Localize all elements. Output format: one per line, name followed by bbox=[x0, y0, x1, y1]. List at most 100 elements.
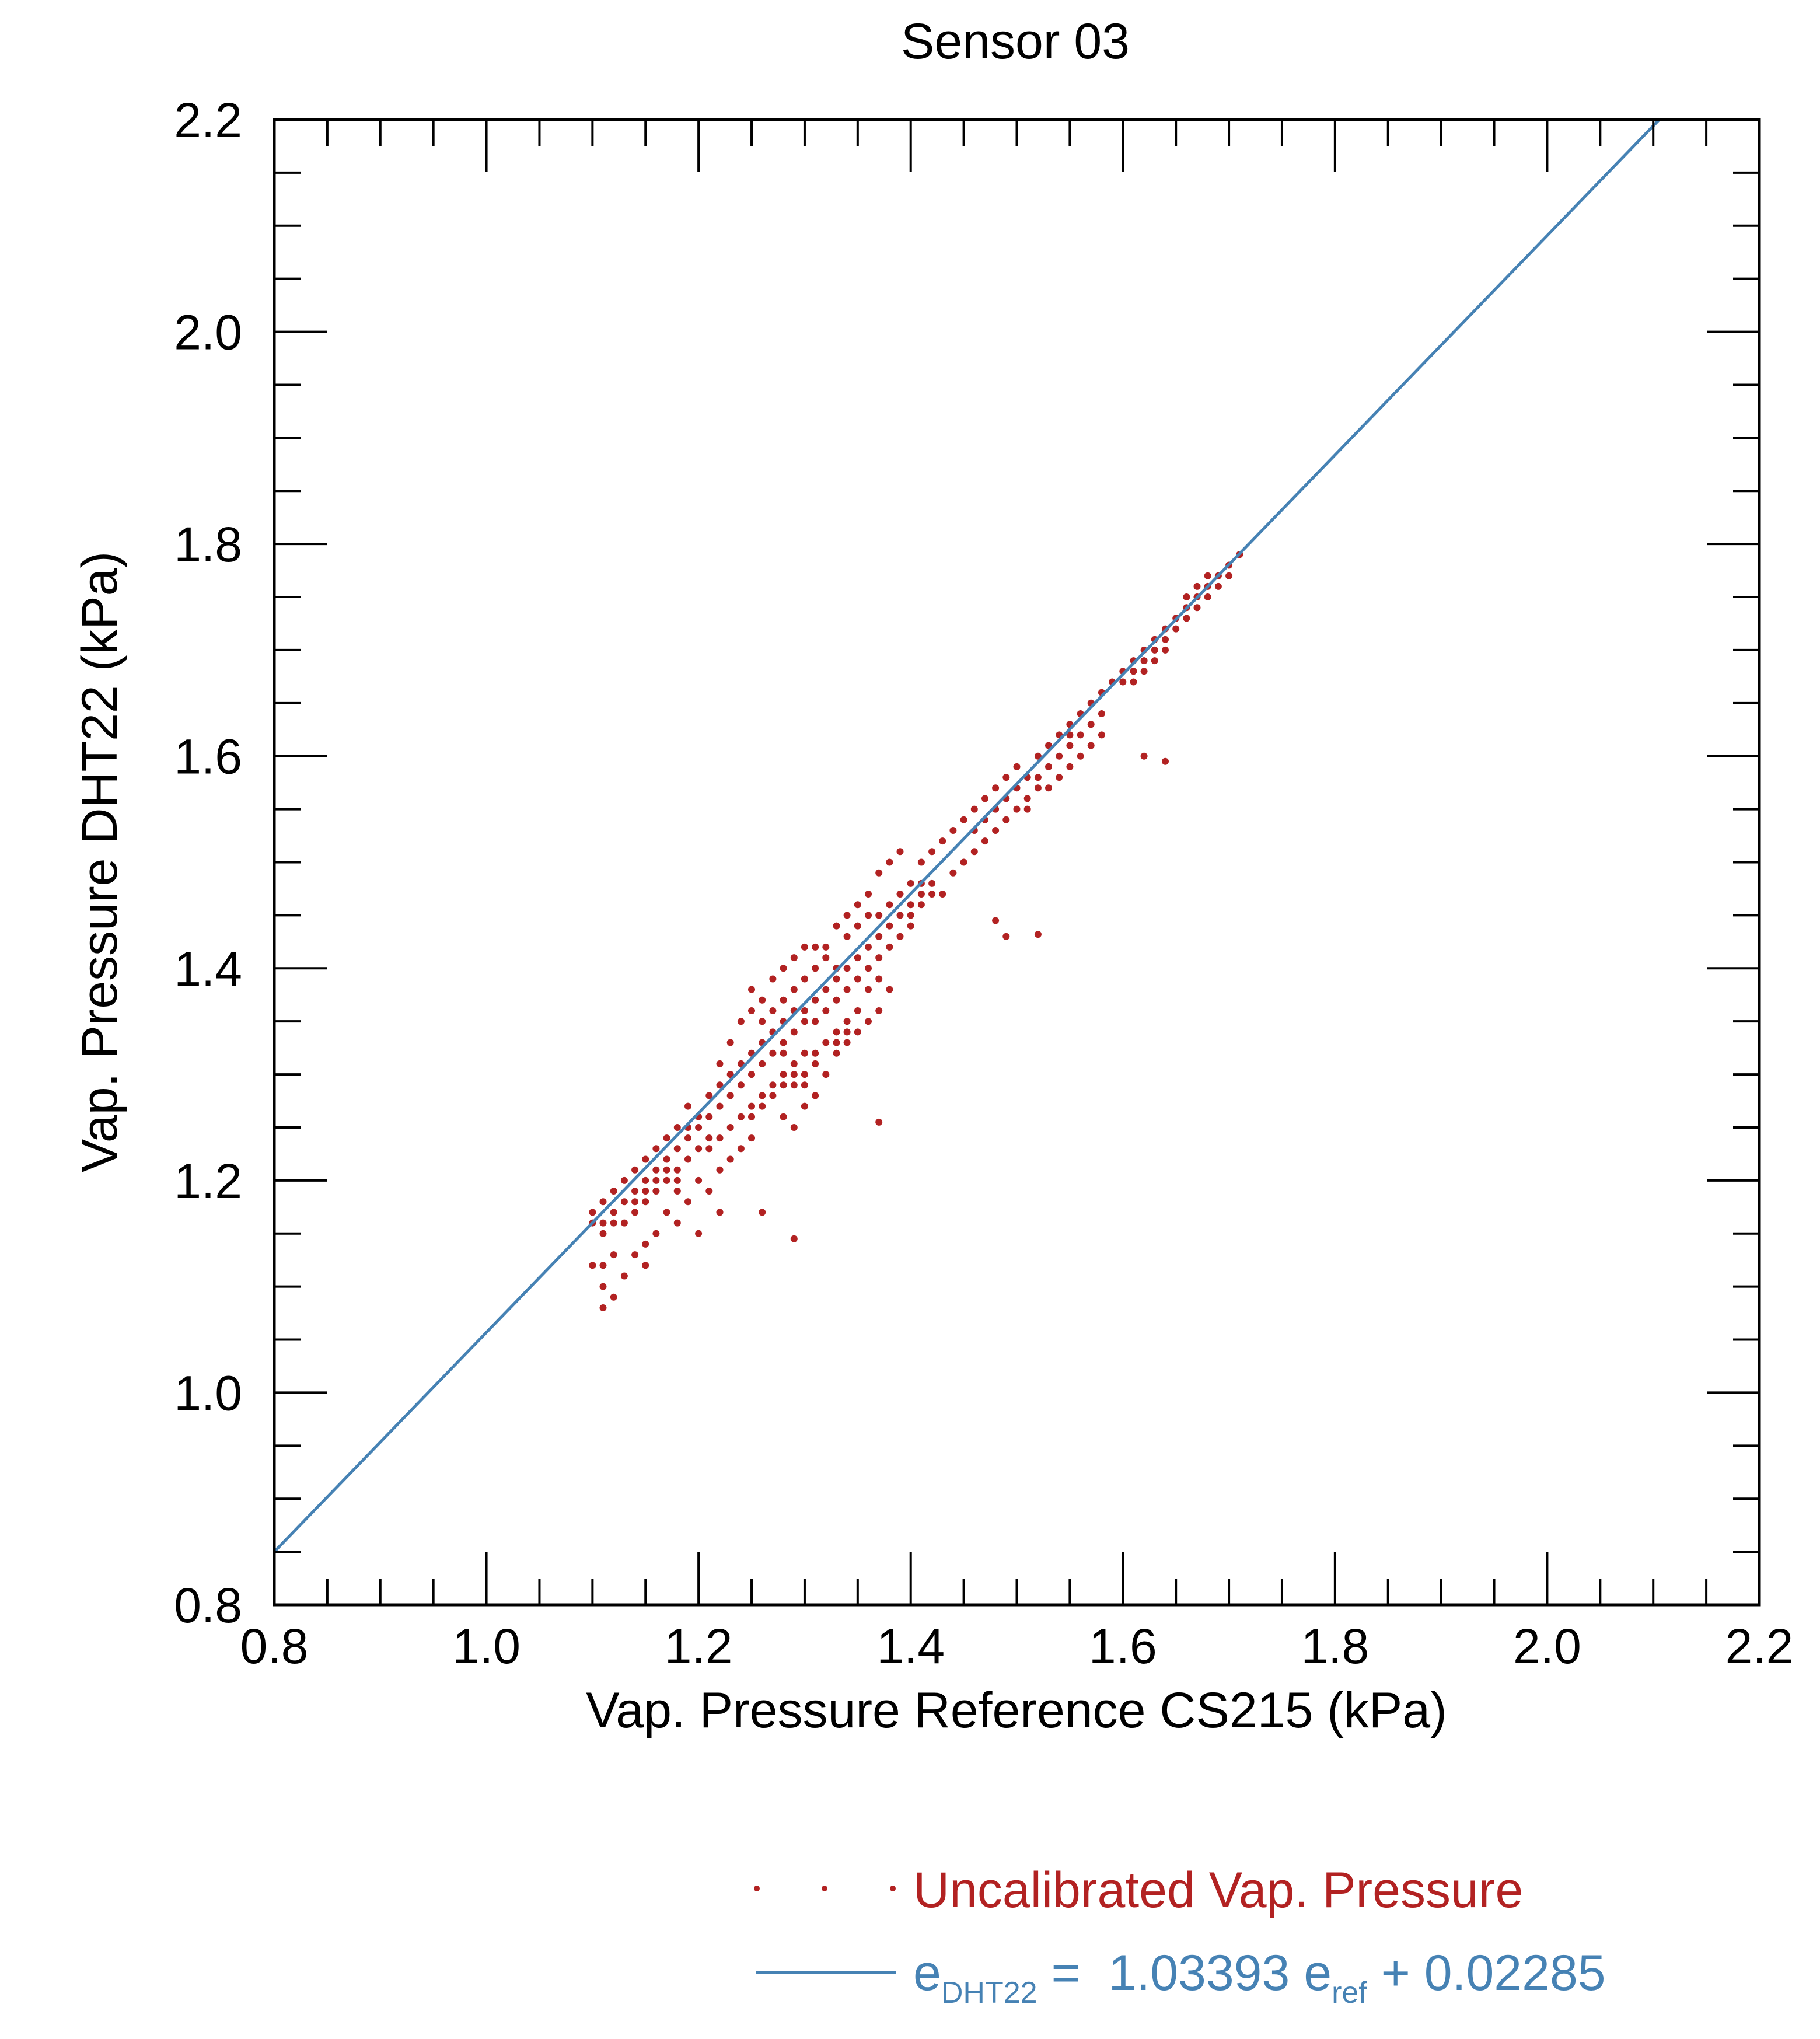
data-point bbox=[822, 954, 830, 962]
legend-label-points: Uncalibrated Vap. Pressure bbox=[913, 1862, 1523, 1918]
x-tick-label: 1.2 bbox=[665, 1619, 733, 1674]
data-point bbox=[907, 901, 914, 909]
data-point bbox=[695, 1176, 703, 1184]
data-point bbox=[970, 848, 978, 856]
data-point bbox=[599, 1198, 607, 1206]
data-point bbox=[928, 879, 936, 887]
data-point bbox=[1066, 763, 1074, 770]
data-point bbox=[1193, 604, 1201, 612]
data-point bbox=[737, 1145, 745, 1153]
data-point bbox=[865, 965, 872, 972]
data-point bbox=[833, 922, 840, 930]
data-point bbox=[716, 1209, 724, 1216]
data-point bbox=[875, 869, 883, 877]
data-point bbox=[684, 1134, 691, 1142]
data-point bbox=[759, 1102, 766, 1110]
data-point bbox=[620, 1198, 628, 1206]
data-point bbox=[1140, 657, 1148, 665]
legend-fit-e: e bbox=[913, 1945, 941, 2001]
data-point bbox=[759, 996, 766, 1004]
data-point bbox=[1056, 774, 1063, 781]
data-point bbox=[1002, 774, 1010, 781]
legend: Uncalibrated Vap. Pressure eDHT22 = 1.03… bbox=[754, 1862, 1606, 2010]
data-point bbox=[896, 891, 904, 898]
x-tick-label: 2.0 bbox=[1513, 1619, 1581, 1674]
data-point bbox=[822, 1071, 830, 1078]
data-point bbox=[748, 1102, 755, 1110]
data-point bbox=[1151, 657, 1158, 665]
data-point bbox=[769, 1007, 777, 1014]
data-point bbox=[780, 996, 787, 1004]
data-point bbox=[865, 891, 872, 898]
data-point bbox=[843, 933, 851, 940]
data-point bbox=[759, 1060, 766, 1067]
data-point bbox=[610, 1219, 617, 1227]
data-point bbox=[812, 965, 819, 972]
data-point bbox=[642, 1198, 649, 1206]
data-point bbox=[684, 1198, 691, 1206]
data-point bbox=[801, 1071, 808, 1078]
data-point bbox=[833, 1028, 840, 1036]
data-point bbox=[801, 975, 808, 983]
data-point bbox=[822, 943, 830, 951]
data-point bbox=[631, 1198, 639, 1206]
data-point bbox=[663, 1166, 670, 1174]
data-point bbox=[907, 912, 914, 919]
data-point bbox=[907, 879, 914, 887]
data-point bbox=[642, 1176, 649, 1184]
fit-line bbox=[274, 120, 1662, 1553]
x-tick-label: 1.8 bbox=[1301, 1619, 1369, 1674]
legend-point-marker bbox=[890, 1886, 896, 1891]
data-point bbox=[663, 1155, 670, 1163]
data-point bbox=[928, 891, 936, 898]
legend-label-fit: eDHT22 = 1.03393 eref + 0.02285 bbox=[913, 1945, 1606, 2010]
data-point bbox=[1034, 752, 1042, 760]
data-point bbox=[917, 858, 925, 866]
data-point bbox=[1183, 615, 1190, 622]
data-point bbox=[1087, 721, 1095, 728]
data-point bbox=[790, 1028, 798, 1036]
y-tick-label: 1.0 bbox=[174, 1366, 242, 1420]
data-point bbox=[790, 1124, 798, 1131]
data-point bbox=[875, 954, 883, 962]
data-point bbox=[631, 1188, 639, 1195]
data-point bbox=[812, 1092, 819, 1099]
y-tick-label: 0.8 bbox=[174, 1578, 242, 1633]
data-point bbox=[843, 965, 851, 972]
data-point bbox=[843, 912, 851, 919]
data-point bbox=[1098, 731, 1105, 739]
data-point bbox=[726, 1155, 734, 1163]
data-point bbox=[759, 1209, 766, 1216]
data-point bbox=[780, 1049, 787, 1057]
data-point bbox=[620, 1176, 628, 1184]
data-point bbox=[822, 1039, 830, 1046]
data-point bbox=[716, 1166, 724, 1174]
data-point bbox=[726, 1071, 734, 1078]
data-point bbox=[589, 1209, 596, 1216]
y-tick-label: 1.6 bbox=[174, 729, 242, 784]
data-point bbox=[716, 1060, 724, 1067]
data-point bbox=[673, 1145, 681, 1153]
data-point bbox=[748, 986, 755, 993]
data-point bbox=[949, 869, 957, 877]
data-point bbox=[673, 1176, 681, 1184]
data-point bbox=[663, 1176, 670, 1184]
data-point bbox=[716, 1134, 724, 1142]
data-point bbox=[939, 837, 946, 845]
data-point bbox=[886, 858, 893, 866]
data-point bbox=[886, 901, 893, 909]
legend-point-marker bbox=[754, 1886, 760, 1891]
data-point bbox=[695, 1145, 703, 1153]
y-axis-title: Vap. Pressure DHT22 (kPa) bbox=[72, 551, 128, 1172]
data-point bbox=[737, 1113, 745, 1120]
data-point bbox=[801, 1049, 808, 1057]
data-point bbox=[801, 1081, 808, 1089]
data-point bbox=[801, 1018, 808, 1025]
data-point bbox=[854, 975, 861, 983]
data-point bbox=[652, 1230, 660, 1237]
data-point bbox=[652, 1176, 660, 1184]
data-point bbox=[833, 975, 840, 983]
data-point bbox=[833, 1039, 840, 1046]
data-point bbox=[801, 1007, 808, 1014]
